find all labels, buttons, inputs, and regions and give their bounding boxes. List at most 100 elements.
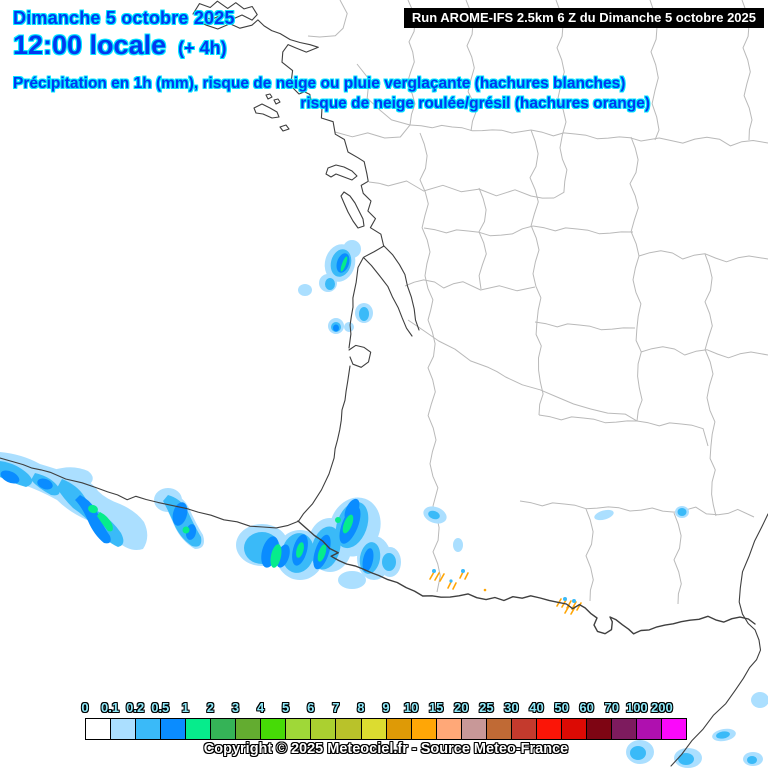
department-borders — [307, 0, 768, 605]
precip-area — [182, 526, 190, 534]
legend-tick-label: 8 — [357, 700, 365, 715]
legend-cell — [561, 719, 587, 739]
precip-area — [296, 542, 304, 558]
department-border-line — [307, 0, 348, 38]
legend-tick-label: 0.5 — [151, 700, 170, 715]
legend-tick-label: 1 — [181, 700, 189, 715]
legend-tick-label: 10 — [403, 700, 419, 715]
precip-area — [428, 510, 440, 520]
department-border-line — [334, 124, 411, 139]
department-border-line — [419, 132, 434, 321]
precip-area — [342, 514, 354, 534]
precip-area — [453, 538, 463, 552]
hatch-dot — [461, 569, 465, 573]
legend-tick-label: 3 — [231, 700, 240, 715]
precip-area — [37, 478, 53, 490]
department-border-line — [638, 250, 768, 263]
department-border-line — [409, 124, 532, 134]
precip-area — [97, 512, 113, 532]
precip-area — [333, 324, 339, 332]
department-border-line — [423, 225, 534, 237]
precip-area — [344, 498, 360, 522]
legend-cell — [211, 719, 237, 739]
precip-area — [344, 322, 354, 332]
forecast-hour-offset: (+ 4h) — [178, 38, 227, 58]
island — [325, 164, 358, 181]
legend-tick-label: 60 — [579, 700, 594, 715]
precip-area — [382, 553, 396, 571]
department-border-line — [519, 500, 755, 518]
precip-area — [88, 504, 98, 514]
precip-area — [335, 517, 341, 523]
copyright-notice: Copyright © 2025 Meteociel.fr - Source M… — [203, 741, 569, 757]
forecast-local-time: 12:00 locale — [13, 30, 167, 60]
precip-area — [298, 284, 312, 296]
legend-scale-labels: 0 0.1 0.2 0.5 1 2 3 4 5 6 7 8 9 10 15 20 25 30 40 50 60 70 100… — [81, 700, 687, 717]
legend-tick-label: 5 — [282, 700, 290, 715]
hatch-dot — [483, 588, 487, 592]
coastline-path — [363, 257, 413, 337]
precip-light-layer — [0, 240, 768, 768]
legend-cell — [611, 719, 638, 739]
island — [265, 93, 273, 100]
precip-area — [747, 756, 757, 764]
legend-tick-label: 100 — [625, 700, 648, 715]
coastline-path — [192, 0, 385, 349]
department-border-line — [673, 512, 682, 605]
legend-cell — [662, 719, 687, 739]
legend-cell — [586, 719, 612, 739]
hatch-dot — [432, 569, 436, 573]
department-border-line — [534, 321, 636, 331]
spain-border-path — [297, 520, 756, 635]
forecast-time-row: 12:00 locale (+ 4h) — [13, 30, 235, 61]
legend-cell — [86, 719, 112, 739]
legend-tick-label: 50 — [554, 700, 569, 715]
precip-area — [270, 544, 282, 568]
island — [279, 124, 290, 132]
legend-cell — [461, 719, 487, 739]
precip-area — [75, 495, 111, 544]
precip-area — [630, 746, 646, 760]
legend-tick-label: 200 — [651, 700, 673, 715]
hatch-dot — [563, 597, 567, 601]
precip-area — [317, 544, 327, 562]
legend-tick-label: 0.2 — [126, 700, 145, 715]
map-subtitle: Précipitation en 1h (mm), risque de neig… — [13, 75, 650, 113]
legend-cell — [311, 719, 337, 739]
precip-core-layer — [88, 256, 354, 568]
island — [340, 191, 365, 229]
precip-area — [594, 509, 614, 521]
coastline-path — [0, 365, 351, 529]
legend-cell — [186, 719, 212, 739]
precip-area — [716, 731, 730, 739]
department-border-line — [530, 129, 768, 147]
hatch-dot — [449, 579, 453, 583]
department-border-line — [585, 508, 594, 602]
precip-area — [340, 256, 348, 272]
legend-tick-label: 0.1 — [101, 700, 120, 715]
legend-tick-label: 40 — [529, 700, 544, 715]
department-border-line — [356, 63, 411, 126]
department-border-line — [404, 279, 536, 292]
department-border-line — [532, 225, 634, 235]
precip-area — [362, 548, 374, 572]
department-border-line — [538, 414, 638, 424]
precip-area — [0, 470, 20, 484]
legend-cell — [336, 719, 362, 739]
precipitation-legend: 0 0.1 0.2 0.5 1 2 3 4 5 6 7 8 9 10 15 20 25 30 40 50 60 70 100… — [81, 700, 687, 740]
legend-cell — [536, 719, 562, 739]
legend-cell — [411, 719, 437, 739]
precip-area — [751, 692, 768, 708]
graupel-hatching-orange — [429, 569, 582, 615]
department-border-line — [553, 0, 568, 199]
legend-cell — [511, 719, 537, 739]
legend-tick-label: 30 — [504, 700, 519, 715]
island — [291, 81, 305, 95]
legend-cell — [486, 719, 512, 739]
hatch-mark — [459, 571, 469, 580]
legend-tick-label: 2 — [206, 700, 215, 715]
precip-area — [678, 753, 694, 765]
coastline-path — [348, 344, 372, 368]
legend-tick-label: 4 — [256, 700, 265, 715]
